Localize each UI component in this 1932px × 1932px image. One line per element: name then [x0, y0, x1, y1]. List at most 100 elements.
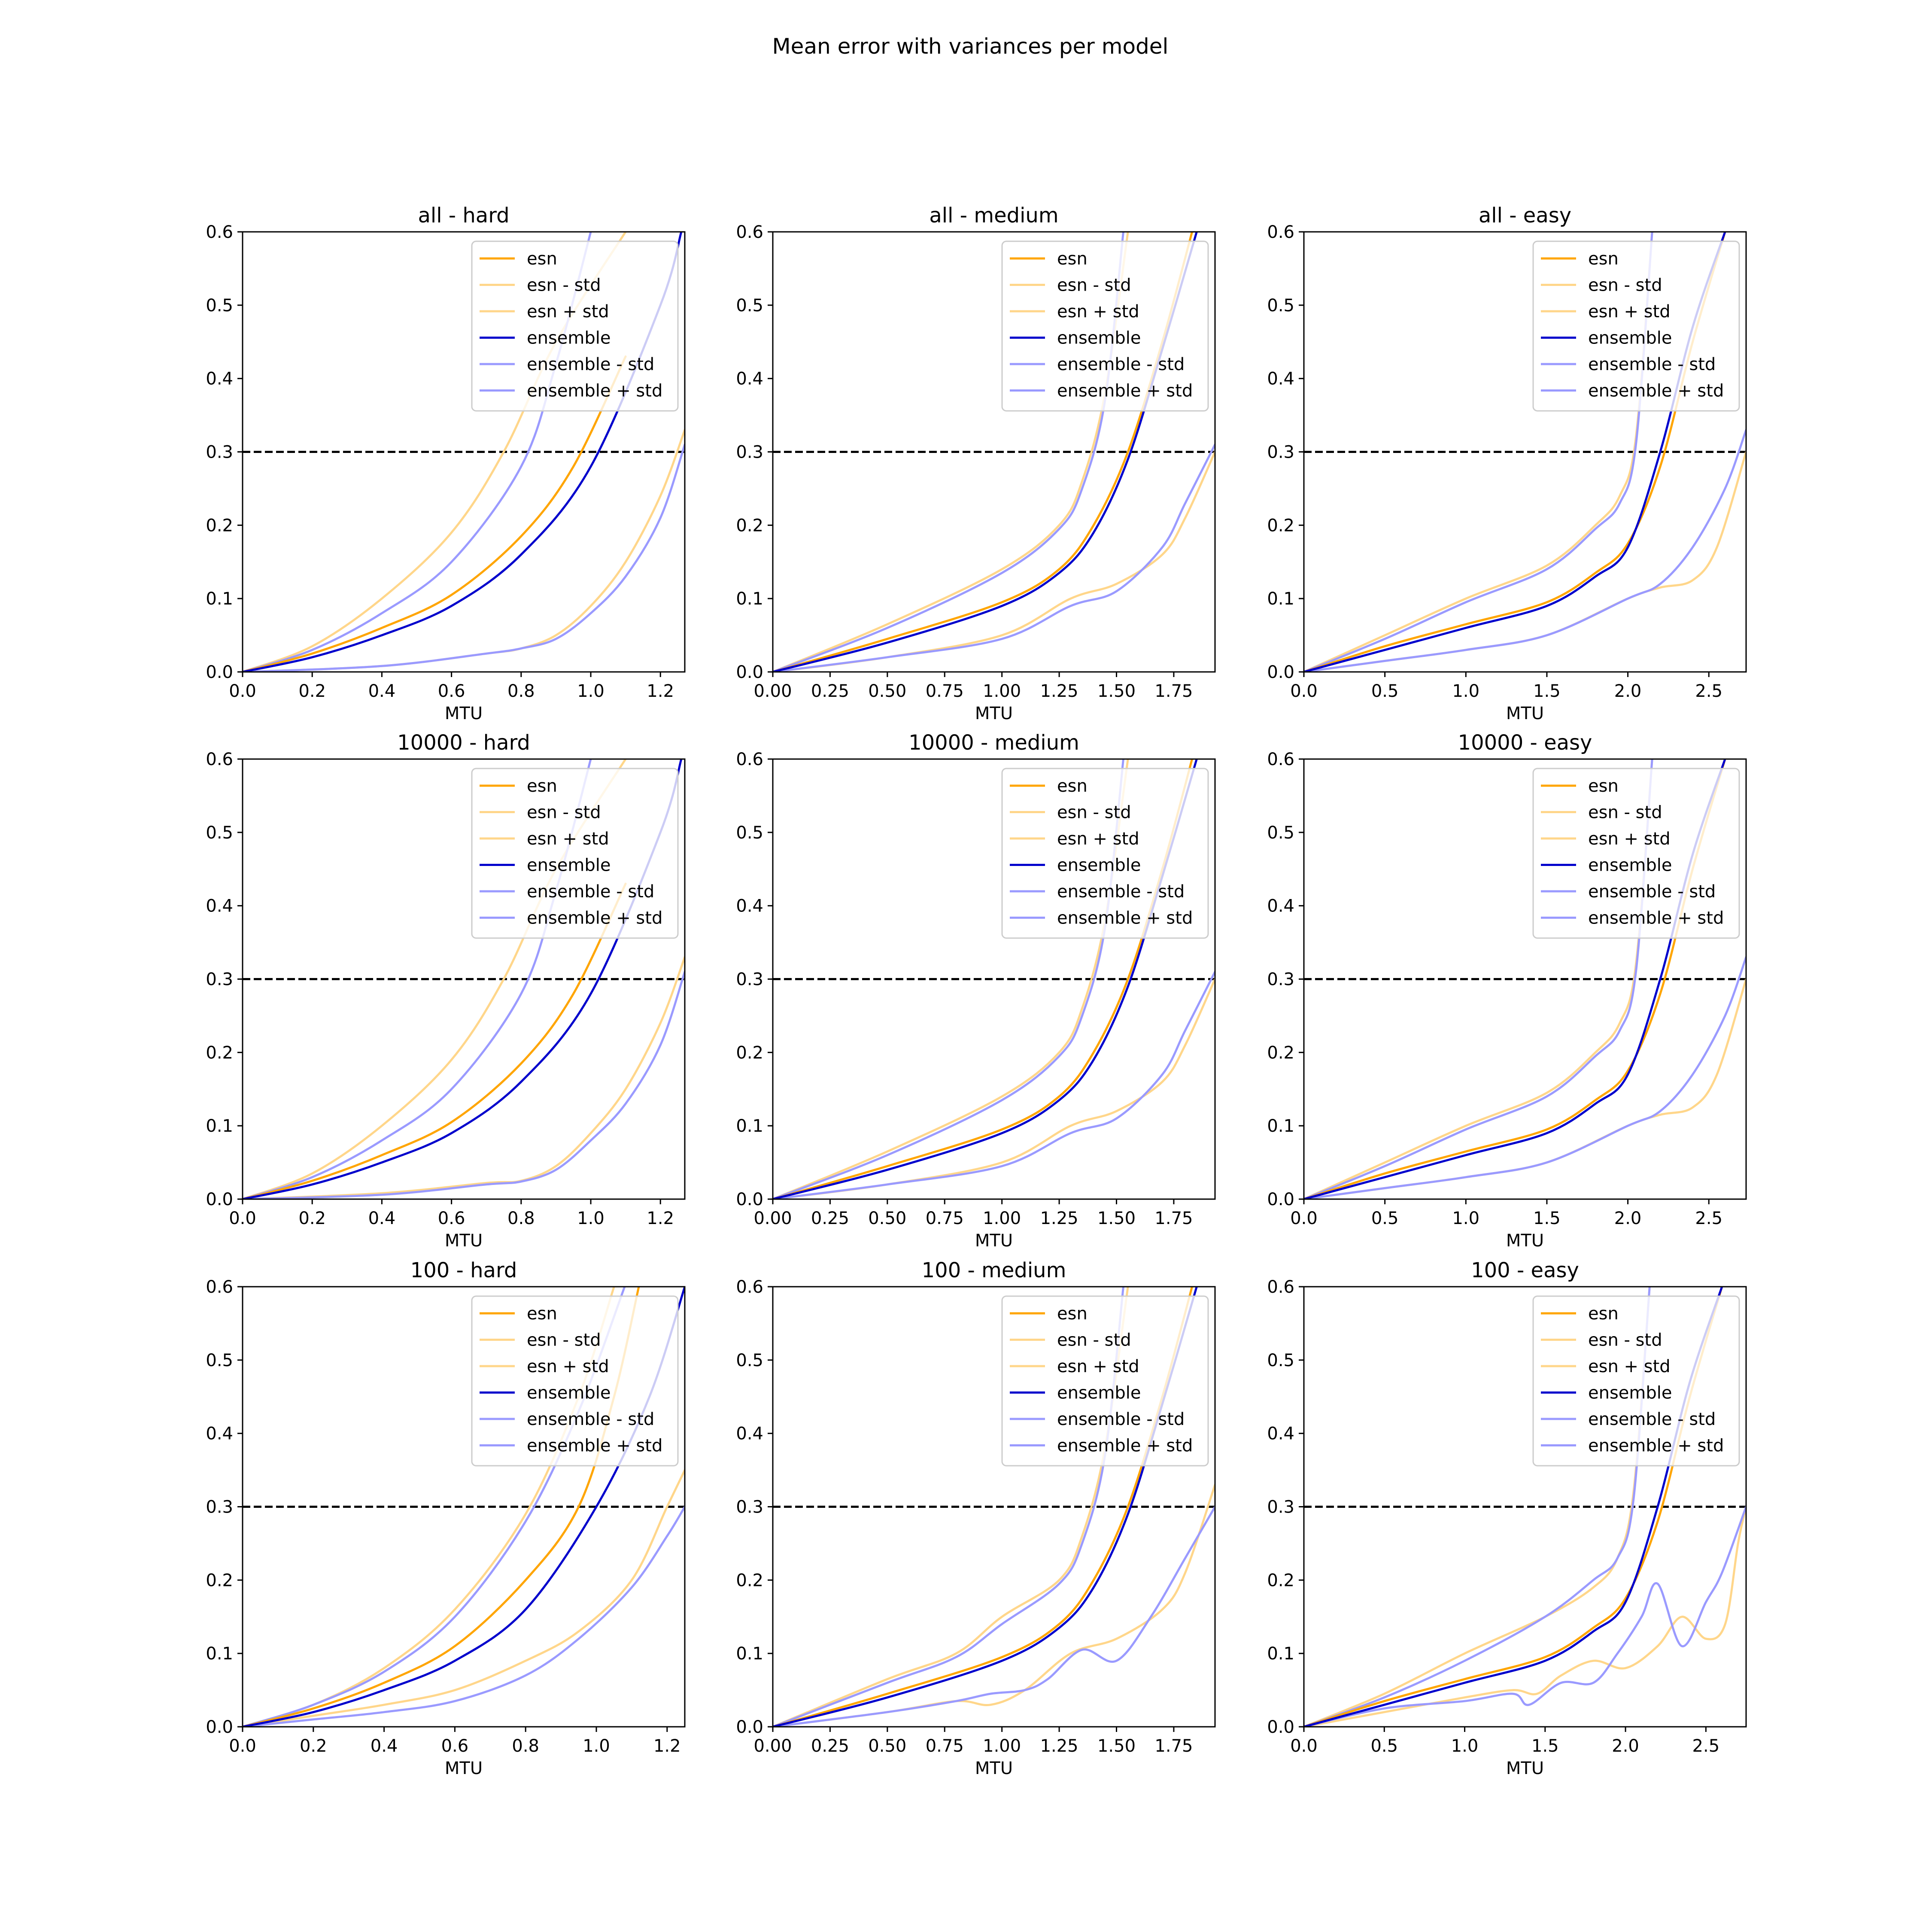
y-tick-label: 0.0	[1267, 1190, 1294, 1209]
legend-label: ensemble + std	[527, 381, 662, 401]
y-tick-label: 0.5	[1267, 296, 1294, 316]
x-tick-label: 0.00	[753, 1209, 792, 1228]
series-line-esn-std	[243, 956, 685, 1199]
legend-label: ensemble + std	[1057, 908, 1193, 928]
x-tick-label: 1.25	[1040, 1209, 1078, 1228]
x-tick-label: 1.00	[983, 1736, 1021, 1756]
legend-label: esn - std	[527, 1331, 601, 1350]
x-tick-label: 0.0	[229, 1209, 256, 1228]
y-tick-label: 0.5	[1267, 823, 1294, 843]
chart-title: all - medium	[929, 204, 1058, 228]
x-tick-label: 2.5	[1695, 1209, 1722, 1228]
x-tick-label: 1.0	[1452, 1209, 1479, 1228]
x-tick-label: 0.8	[507, 681, 535, 701]
y-tick-label: 0.3	[1267, 970, 1294, 990]
x-tick-label: 2.0	[1614, 681, 1642, 701]
y-tick-label: 0.4	[736, 369, 763, 389]
x-axis-label: MTU	[1506, 1759, 1544, 1778]
x-tick-label: 0.4	[368, 1209, 396, 1228]
legend-label: ensemble - std	[527, 882, 654, 902]
x-tick-label: 0.2	[300, 1736, 327, 1756]
y-tick-label: 0.5	[736, 296, 763, 316]
series-line-ensemble-std	[243, 1506, 685, 1727]
legend-label: ensemble - std	[1588, 1410, 1716, 1429]
series-line-esn-std	[243, 1469, 685, 1727]
series-line-ensemble-std	[773, 1506, 1215, 1727]
legend-box	[1001, 768, 1209, 939]
legend-label: ensemble + std	[1588, 908, 1724, 928]
chart-title: all - easy	[1479, 204, 1571, 228]
y-tick-label: 0.2	[1267, 1043, 1294, 1063]
y-tick-label: 0.5	[1267, 1351, 1294, 1370]
legend-label: ensemble + std	[527, 1436, 662, 1456]
y-tick-label: 0.3	[736, 970, 763, 990]
x-tick-label: 0.25	[811, 681, 849, 701]
x-tick-label: 1.00	[983, 681, 1021, 701]
chart-panel: 100 - hard 0.0 0.2 0.4 0.6 0.8 1.0 1.2 0.0 0.1 0.2…	[206, 1258, 686, 1778]
x-axis-label: MTU	[1506, 704, 1544, 723]
y-tick-label: 0.3	[206, 443, 233, 462]
legend-label: esn	[527, 776, 557, 796]
y-tick-label: 0.2	[206, 1043, 233, 1063]
x-tick-label: 0.4	[368, 681, 396, 701]
y-tick-label: 0.0	[1267, 1717, 1294, 1737]
y-tick-label: 0.4	[206, 369, 233, 389]
x-tick-label: 0.00	[753, 681, 792, 701]
y-tick-label: 0.2	[736, 516, 763, 535]
y-tick-label: 0.4	[1267, 896, 1294, 916]
legend-label: esn + std	[1057, 302, 1139, 322]
chart-title: all - hard	[418, 204, 509, 228]
y-tick-label: 0.4	[736, 896, 763, 916]
chart-title: 100 - easy	[1471, 1258, 1579, 1282]
x-tick-label: 1.5	[1533, 681, 1561, 701]
x-tick-label: 0.5	[1370, 1736, 1398, 1756]
x-tick-label: 1.0	[1452, 681, 1479, 701]
x-tick-label: 0.5	[1371, 1209, 1399, 1228]
legend-box	[1532, 768, 1740, 939]
y-tick-label: 0.4	[206, 1424, 233, 1444]
x-tick-label: 0.0	[229, 1736, 256, 1756]
legend-label: ensemble - std	[1057, 355, 1185, 374]
legend-label: ensemble	[1588, 1383, 1672, 1403]
x-axis-label: MTU	[445, 1231, 483, 1251]
x-tick-label: 1.75	[1154, 681, 1193, 701]
legend-label: esn - std	[527, 803, 601, 823]
chart-panel: 10000 - medium 0.00 0.25 0.50 0.75 1.00 1.25 1.…	[736, 731, 1216, 1251]
x-tick-label: 0.50	[868, 1736, 906, 1756]
legend-label: ensemble + std	[1588, 381, 1724, 401]
y-tick-label: 0.4	[206, 896, 233, 916]
y-tick-label: 0.1	[1267, 1116, 1294, 1136]
x-tick-label: 0.2	[298, 1209, 326, 1228]
y-tick-label: 0.6	[736, 750, 763, 769]
y-tick-label: 0.1	[736, 1644, 763, 1664]
legend: esn esn - std esn + std ensemble ensemble - …	[471, 1295, 679, 1467]
x-tick-label: 2.5	[1695, 681, 1722, 701]
y-tick-label: 0.6	[736, 1277, 763, 1297]
legend-box	[471, 1295, 679, 1467]
x-tick-label: 2.5	[1692, 1736, 1720, 1756]
y-tick-label: 0.5	[206, 296, 233, 316]
x-tick-label: 0.0	[1290, 1736, 1318, 1756]
legend-label: esn - std	[1588, 1331, 1662, 1350]
chart-title: 10000 - hard	[397, 731, 530, 755]
legend-label: esn - std	[1588, 276, 1662, 295]
legend-label: ensemble + std	[527, 908, 662, 928]
legend-label: ensemble	[1057, 328, 1141, 348]
x-tick-label: 1.50	[1097, 681, 1136, 701]
x-tick-label: 0.4	[371, 1736, 398, 1756]
legend-label: esn - std	[1057, 276, 1131, 295]
x-tick-label: 1.5	[1531, 1736, 1559, 1756]
legend-label: ensemble - std	[1588, 882, 1716, 902]
legend-label: ensemble	[1588, 856, 1672, 875]
x-tick-label: 0.8	[507, 1209, 535, 1228]
y-tick-label: 0.0	[1267, 662, 1294, 682]
legend-label: esn - std	[527, 276, 601, 295]
y-tick-label: 0.3	[736, 443, 763, 462]
y-tick-label: 0.5	[206, 1351, 233, 1370]
y-tick-label: 0.6	[206, 750, 233, 769]
chart-panel: all - hard 0.0 0.2 0.4 0.6 0.8 1.0 1.2 0.0 0.1 0.2…	[206, 204, 686, 723]
x-axis-label: MTU	[975, 1231, 1013, 1251]
series-line-ensemble-std	[243, 970, 685, 1199]
x-axis-label: MTU	[1506, 1231, 1544, 1251]
